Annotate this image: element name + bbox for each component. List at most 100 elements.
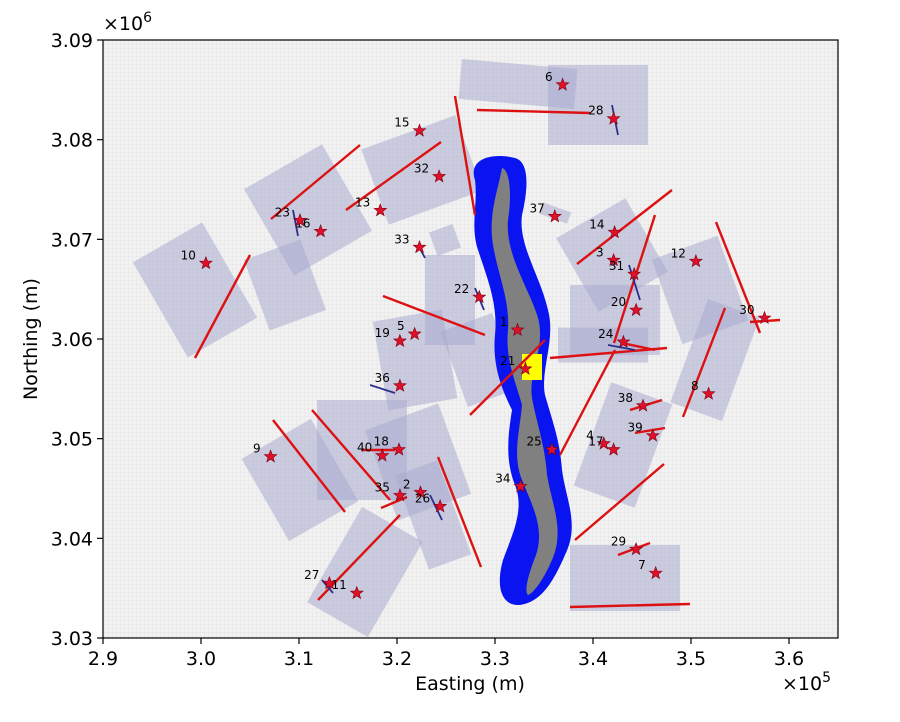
survey-patch (361, 115, 483, 225)
fault-trace (429, 494, 443, 521)
fault-trace (607, 344, 636, 351)
event-marker (198, 255, 213, 270)
x-axis-title: Easting (m) (415, 673, 525, 695)
survey-patches-layer (132, 59, 760, 638)
x-multiplier: ×105 (782, 670, 831, 695)
survey-patch (243, 239, 327, 331)
x-tick-label: 2.9 (88, 648, 118, 670)
event-marker (596, 436, 611, 450)
x-multiplier-base: ×10 (782, 673, 822, 695)
event-marker (373, 203, 388, 217)
event-label: 5 (397, 319, 405, 333)
event-label: 33 (394, 232, 409, 246)
event-label: 34 (495, 472, 510, 486)
event-label: 28 (588, 104, 603, 118)
x-tick-label: 3.4 (578, 648, 608, 670)
event-label: 27 (304, 568, 319, 582)
axes-layer: 2.9 3.0 3.1 3.2 3.3 3.4 3.5 3.6 3.03 3.04 3.05 3.06… (51, 30, 804, 670)
survey-patch (548, 65, 648, 145)
y-tick-label: 3.04 (51, 528, 93, 550)
event-label: 9 (253, 442, 261, 456)
survey-patch (573, 382, 673, 508)
event-marker (757, 310, 772, 324)
fault-line (574, 463, 665, 541)
x-tick-label: 3.3 (480, 648, 510, 670)
survey-patch (394, 460, 472, 570)
event-marker (518, 361, 533, 375)
event-marker (606, 111, 621, 125)
event-marker (412, 239, 427, 254)
event-label: 10 (181, 248, 196, 262)
event-label: 19 (375, 326, 390, 340)
fault-lines-layer (193, 95, 781, 609)
event-label: 39 (627, 421, 642, 435)
event-label: 25 (527, 435, 542, 449)
survey-patch (244, 144, 372, 276)
event-marker (472, 289, 487, 304)
event-marker (412, 123, 427, 137)
x-multiplier-exp: 5 (822, 670, 831, 686)
y-tick-label: 3.07 (51, 229, 93, 251)
survey-patch (458, 59, 578, 109)
event-marker (349, 585, 364, 600)
fault-line (453, 95, 477, 216)
x-tick-label: 3.1 (284, 648, 314, 670)
event-marker (606, 442, 621, 456)
x-tick-label: 3.0 (186, 648, 216, 670)
event-label: 3 (596, 245, 604, 259)
event-marker (555, 77, 570, 91)
event-label: 8 (691, 379, 699, 393)
event-marker (313, 224, 328, 238)
event-markers-layer: 1234567891011121314151617181920212223242… (181, 70, 772, 600)
event-marker (292, 213, 308, 227)
event-marker (322, 575, 337, 590)
y-tick-label: 3.05 (51, 429, 93, 451)
event-label: 14 (589, 217, 604, 231)
event-marker (616, 334, 631, 348)
event-marker (629, 302, 644, 317)
event-marker (688, 253, 703, 268)
y-multiplier: ×106 (103, 10, 152, 35)
event-label: 37 (529, 201, 544, 215)
event-label: 7 (638, 558, 646, 572)
event-marker (629, 541, 644, 556)
event-marker (433, 499, 448, 513)
fault-line (569, 602, 691, 609)
y-axis-title: Northing (m) (20, 278, 42, 400)
y-tick-label: 3.06 (51, 329, 93, 351)
event-label: 2 (403, 477, 411, 491)
survey-patch (241, 418, 359, 542)
event-label: 35 (375, 480, 390, 494)
event-label: 11 (332, 578, 347, 592)
fault-line (469, 339, 546, 416)
event-marker (392, 333, 407, 348)
event-label: 30 (739, 303, 754, 317)
event-marker (544, 442, 559, 456)
y-tick-label: 3.08 (51, 130, 93, 152)
survey-patch (556, 198, 668, 312)
fault-trace (369, 384, 396, 394)
fault-line (382, 294, 486, 337)
fault-line (576, 189, 673, 265)
event-label: 17 (588, 435, 603, 449)
event-label: 13 (355, 195, 370, 209)
river-layer (473, 156, 572, 606)
fault-line (270, 144, 361, 220)
event-label: 36 (375, 371, 390, 385)
x-tick-label: 3.6 (774, 648, 804, 670)
fault-trace (628, 264, 641, 301)
event-marker (627, 266, 642, 281)
event-marker (391, 442, 406, 456)
fault-line (714, 221, 762, 334)
fault-line (612, 214, 657, 344)
event-label: 26 (415, 491, 430, 505)
event-label: 21 (500, 354, 515, 368)
event-marker (635, 398, 651, 412)
fault-line (621, 341, 656, 352)
event-marker (606, 252, 621, 267)
event-label: 20 (611, 295, 626, 309)
event-label: 40 (357, 441, 372, 455)
event-marker (375, 448, 390, 462)
fault-line (558, 349, 617, 456)
